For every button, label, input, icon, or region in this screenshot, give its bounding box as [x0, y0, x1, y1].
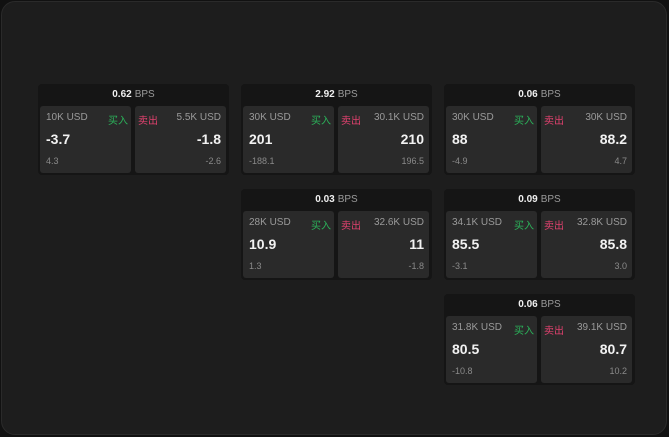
quote-tile: 0.03 BPS 28K USD 买入 10.9 1.3 卖出 32.6K USD…	[241, 189, 432, 280]
sell-label[interactable]: 卖出	[544, 221, 564, 232]
ask-quantity: 32.8K USD	[576, 217, 627, 228]
bid-change: 4.3	[46, 156, 59, 166]
spread-unit: BPS	[337, 194, 358, 205]
sell-panel[interactable]: 卖出 32.6K USD 11 -1.8	[338, 211, 429, 278]
bid-change: -3.1	[452, 261, 468, 271]
buy-label[interactable]: 买入	[108, 116, 128, 127]
bid-quantity: 31.8K USD	[452, 322, 503, 333]
spread-header: 0.62 BPS	[38, 84, 229, 105]
buy-label[interactable]: 买入	[311, 221, 331, 232]
sell-panel[interactable]: 卖出 30K USD 88.2 4.7	[541, 106, 632, 173]
sell-panel[interactable]: 卖出 5.5K USD -1.8 -2.6	[135, 106, 226, 173]
ask-change: 4.7	[614, 156, 627, 166]
ask-price: 210	[400, 131, 424, 147]
ask-change: -2.6	[205, 156, 221, 166]
ask-change: 10.2	[609, 366, 627, 376]
ask-price: 11	[409, 236, 424, 252]
bid-quantity: 30K USD	[249, 112, 291, 123]
ask-change: 196.5	[401, 156, 424, 166]
ask-change: 3.0	[614, 261, 627, 271]
bid-change: -4.9	[452, 156, 468, 166]
spread-unit: BPS	[540, 89, 561, 100]
bid-price: 10.9	[249, 236, 277, 252]
ask-quantity: 32.6K USD	[373, 217, 424, 228]
spread-unit: BPS	[134, 89, 155, 100]
bid-quantity: 10K USD	[46, 112, 88, 123]
spread-value: 0.03	[315, 194, 335, 205]
ask-price: -1.8	[196, 131, 221, 147]
bid-price: 201	[249, 131, 273, 147]
quote-tile: 0.62 BPS 10K USD 买入 -3.7 4.3 卖出 5.5K USD …	[38, 84, 229, 175]
bid-price: 85.5	[452, 236, 480, 252]
ask-quantity: 30K USD	[585, 112, 627, 123]
buy-panel[interactable]: 34.1K USD 买入 85.5 -3.1	[446, 211, 537, 278]
ask-price: 88.2	[599, 131, 627, 147]
spread-unit: BPS	[337, 89, 358, 100]
buy-label[interactable]: 买入	[514, 221, 534, 232]
spread-unit: BPS	[540, 299, 561, 310]
spread-header: 0.06 BPS	[444, 84, 635, 105]
bid-change: -188.1	[249, 156, 275, 166]
ask-change: -1.8	[408, 261, 424, 271]
spread-header: 2.92 BPS	[241, 84, 432, 105]
spread-value: 0.06	[518, 299, 538, 310]
bid-quantity: 30K USD	[452, 112, 494, 123]
buy-panel[interactable]: 31.8K USD 买入 80.5 -10.8	[446, 316, 537, 383]
spread-unit: BPS	[540, 194, 561, 205]
spread-value: 0.09	[518, 194, 538, 205]
ask-quantity: 39.1K USD	[576, 322, 627, 333]
spread-header: 0.06 BPS	[444, 294, 635, 315]
sell-label[interactable]: 卖出	[544, 326, 564, 337]
sell-label[interactable]: 卖出	[544, 116, 564, 127]
spread-header: 0.09 BPS	[444, 189, 635, 210]
buy-label[interactable]: 买入	[514, 116, 534, 127]
quote-tile: 0.06 BPS 30K USD 买入 88 -4.9 卖出 30K USD 88…	[444, 84, 635, 175]
bid-price: 88	[452, 131, 468, 147]
sell-label[interactable]: 卖出	[138, 116, 158, 127]
bid-price: -3.7	[46, 131, 71, 147]
buy-panel[interactable]: 30K USD 买入 201 -188.1	[243, 106, 334, 173]
bid-quantity: 28K USD	[249, 217, 291, 228]
buy-panel[interactable]: 30K USD 买入 88 -4.9	[446, 106, 537, 173]
quote-tile: 2.92 BPS 30K USD 买入 201 -188.1 卖出 30.1K U…	[241, 84, 432, 175]
spread-value: 2.92	[315, 89, 335, 100]
buy-panel[interactable]: 28K USD 买入 10.9 1.3	[243, 211, 334, 278]
buy-panel[interactable]: 10K USD 买入 -3.7 4.3	[40, 106, 131, 173]
spread-header: 0.03 BPS	[241, 189, 432, 210]
sell-panel[interactable]: 卖出 39.1K USD 80.7 10.2	[541, 316, 632, 383]
ask-price: 80.7	[599, 341, 627, 357]
quote-tile: 0.06 BPS 31.8K USD 买入 80.5 -10.8 卖出 39.1K…	[444, 294, 635, 385]
spread-value: 0.62	[112, 89, 132, 100]
sell-label[interactable]: 卖出	[341, 116, 361, 127]
sell-label[interactable]: 卖出	[341, 221, 361, 232]
sell-panel[interactable]: 卖出 30.1K USD 210 196.5	[338, 106, 429, 173]
quote-tile: 0.09 BPS 34.1K USD 买入 85.5 -3.1 卖出 32.8K …	[444, 189, 635, 280]
bid-change: -10.8	[452, 366, 473, 376]
bid-quantity: 34.1K USD	[452, 217, 503, 228]
buy-label[interactable]: 买入	[514, 326, 534, 337]
bid-price: 80.5	[452, 341, 480, 357]
bid-change: 1.3	[249, 261, 262, 271]
sell-panel[interactable]: 卖出 32.8K USD 85.8 3.0	[541, 211, 632, 278]
ask-price: 85.8	[599, 236, 627, 252]
ask-quantity: 5.5K USD	[176, 112, 221, 123]
buy-label[interactable]: 买入	[311, 116, 331, 127]
ask-quantity: 30.1K USD	[373, 112, 424, 123]
spread-value: 0.06	[518, 89, 538, 100]
